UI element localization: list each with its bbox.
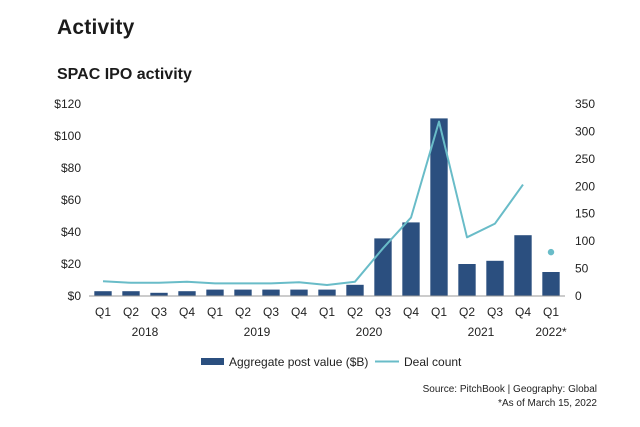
quarter-label: Q3 <box>151 305 167 319</box>
right-axis-tick: 150 <box>575 207 595 221</box>
bar-aggregate-post-value <box>486 260 504 296</box>
bar-aggregate-post-value <box>206 289 224 296</box>
bar-aggregate-post-value <box>290 289 308 296</box>
left-axis-tick: $0 <box>68 289 82 303</box>
bar-aggregate-post-value <box>542 272 560 296</box>
right-axis-tick: 100 <box>575 234 595 248</box>
left-axis-tick: $80 <box>61 161 81 175</box>
page-title: Activity <box>57 16 135 39</box>
left-axis-tick: $40 <box>61 225 81 239</box>
bar-aggregate-post-value <box>94 291 112 296</box>
quarter-label: Q4 <box>179 305 195 319</box>
bar-aggregate-post-value <box>262 289 280 296</box>
quarter-label: Q3 <box>487 305 503 319</box>
quarter-label: Q2 <box>347 305 363 319</box>
quarter-label: Q4 <box>515 305 531 319</box>
bar-aggregate-post-value <box>346 284 364 296</box>
legend: Aggregate post value ($B) Deal count <box>201 355 462 369</box>
quarter-label: Q3 <box>375 305 391 319</box>
quarter-label: Q2 <box>123 305 139 319</box>
left-axis-tick: $20 <box>61 257 81 271</box>
right-axis-tick: 350 <box>575 97 595 111</box>
year-label: 2018 <box>132 325 159 339</box>
bar-aggregate-post-value <box>514 235 532 296</box>
right-axis-tick: 300 <box>575 124 595 138</box>
quarter-label: Q2 <box>235 305 251 319</box>
bar-aggregate-post-value <box>122 291 140 296</box>
bar-aggregate-post-value <box>234 289 252 296</box>
right-axis-tick: 50 <box>575 262 589 276</box>
deal-count-line <box>102 120 524 286</box>
bar-aggregate-post-value <box>402 222 420 296</box>
right-axis-tick: 200 <box>575 179 595 193</box>
legend-line-label: Deal count <box>404 355 462 369</box>
footnote-text: *As of March 15, 2022 <box>498 398 597 409</box>
legend-bar-swatch <box>201 358 224 365</box>
spac-ipo-activity-chart: $0 $20 $40 $60 $80 $100 $120 0 50 100 150 200 250 30… <box>54 97 595 369</box>
quarter-label: Q4 <box>403 305 419 319</box>
deal-count-point <box>547 248 555 256</box>
bar-aggregate-post-value <box>318 289 336 296</box>
quarter-label: Q1 <box>543 305 559 319</box>
quarter-label: Q4 <box>291 305 307 319</box>
chart-title: SPAC IPO activity <box>57 66 192 83</box>
year-label: 2019 <box>244 325 271 339</box>
quarter-label: Q1 <box>319 305 335 319</box>
year-label: 2022* <box>535 325 567 339</box>
quarter-label: Q3 <box>263 305 279 319</box>
source-text: Source: PitchBook | Geography: Global <box>422 384 597 395</box>
quarter-label: Q1 <box>431 305 447 319</box>
left-axis-tick: $100 <box>54 129 81 143</box>
bar-aggregate-post-value <box>178 291 196 296</box>
quarter-label: Q1 <box>207 305 223 319</box>
left-axis-tick: $120 <box>54 97 81 111</box>
quarter-label: Q2 <box>459 305 475 319</box>
right-axis-tick: 250 <box>575 152 595 166</box>
source-note: Source: PitchBook | Geography: Global *A… <box>423 383 597 411</box>
bar-aggregate-post-value <box>430 118 448 297</box>
year-label: 2020 <box>356 325 383 339</box>
legend-bar-label: Aggregate post value ($B) <box>229 355 368 369</box>
year-label: 2021 <box>468 325 495 339</box>
quarter-label: Q1 <box>95 305 111 319</box>
bar-aggregate-post-value <box>150 292 168 296</box>
left-axis-tick: $60 <box>61 193 81 207</box>
right-axis-tick: 0 <box>575 289 582 303</box>
bar-aggregate-post-value <box>458 264 476 296</box>
